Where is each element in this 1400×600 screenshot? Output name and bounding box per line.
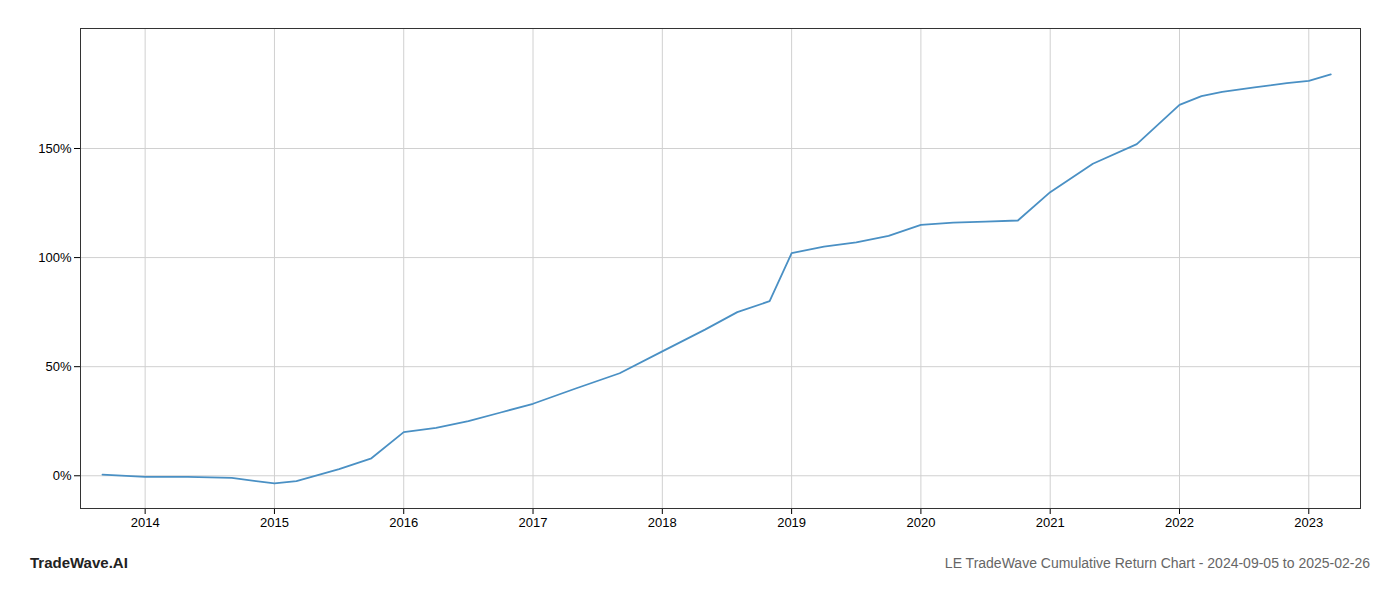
svg-text:50%: 50% — [45, 359, 71, 374]
html-text:LE TradeWave Cumulative Return: LE TradeWave Cumulative Return Chart - 2… — [944, 555, 1370, 571]
svg-text:100%: 100% — [38, 250, 72, 265]
svg-text:2016: 2016 — [389, 515, 418, 530]
svg-text:2017: 2017 — [519, 515, 548, 530]
svg-text:2018: 2018 — [648, 515, 677, 530]
svg-text:0%: 0% — [53, 468, 72, 483]
html-text:TradeWave.AI: TradeWave.AI — [30, 554, 128, 571]
svg-text:150%: 150% — [38, 141, 72, 156]
svg-text:2014: 2014 — [131, 515, 160, 530]
svg-text:2022: 2022 — [1165, 515, 1194, 530]
svg-text:2015: 2015 — [260, 515, 289, 530]
svg-text:2023: 2023 — [1294, 515, 1323, 530]
svg-text:2019: 2019 — [777, 515, 806, 530]
svg-text:2021: 2021 — [1036, 515, 1065, 530]
svg-text:2020: 2020 — [906, 515, 935, 530]
